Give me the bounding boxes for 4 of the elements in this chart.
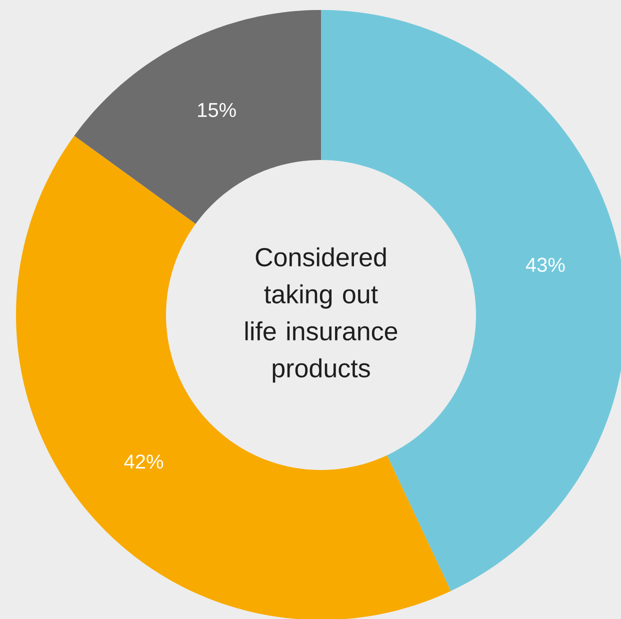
data-label: 42%: [124, 454, 164, 469]
data-label: 15%: [198, 103, 236, 118]
text: Considered taking out life insurance products: [245, 247, 398, 383]
data-label: 43%: [526, 258, 565, 272]
